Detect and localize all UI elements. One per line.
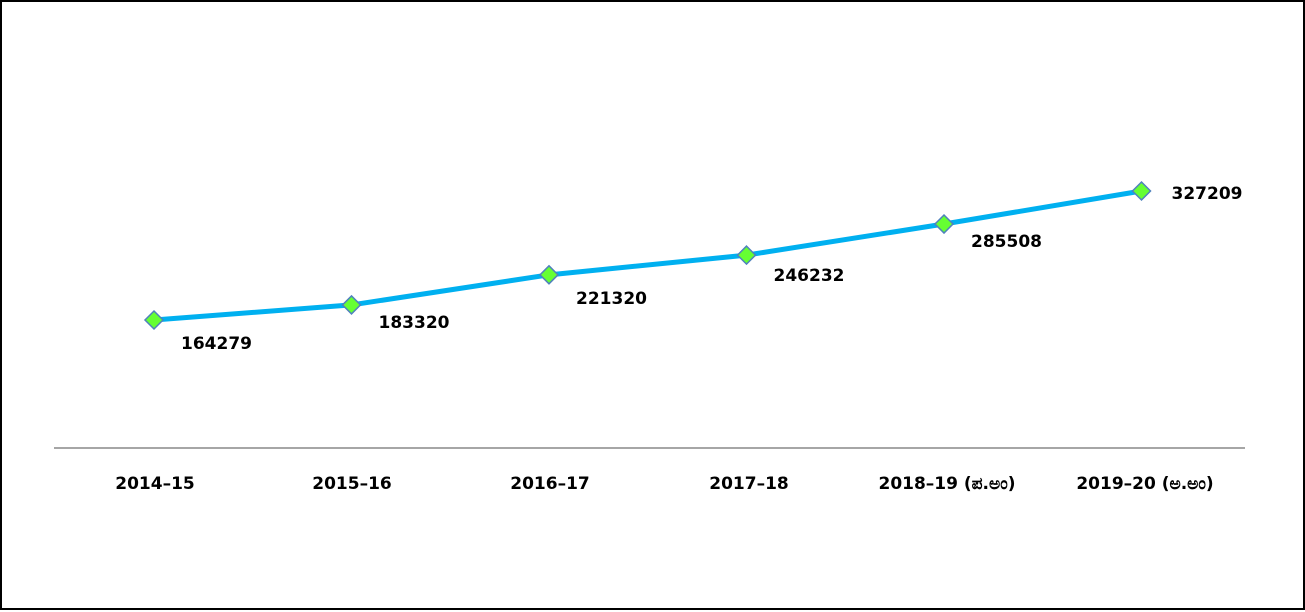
data-point-marker bbox=[933, 213, 955, 235]
data-point-marker bbox=[736, 245, 757, 266]
data-label: 221320 bbox=[576, 289, 647, 309]
x-tick-label: 2017–18 bbox=[709, 474, 788, 494]
data-point-marker bbox=[1131, 180, 1152, 202]
x-tick-label-group: 2014–15 2015–16 2016–17 2017–18 2018–19 (ಪ.ಅ… bbox=[115, 474, 1213, 494]
data-point-marker bbox=[143, 309, 165, 331]
data-point-marker bbox=[538, 264, 560, 285]
data-label-group: 164279 183320 221320 246232 285508 327209 bbox=[181, 184, 1242, 354]
x-tick-label: 2016–17 bbox=[510, 474, 589, 494]
data-label: 246232 bbox=[774, 266, 845, 286]
data-label: 164279 bbox=[181, 334, 252, 354]
x-tick-label: 2014–15 bbox=[115, 474, 194, 494]
data-label: 183320 bbox=[379, 313, 450, 333]
data-label: 285508 bbox=[971, 232, 1042, 252]
marker-group bbox=[143, 180, 1152, 331]
series-line bbox=[153, 188, 1142, 323]
data-label: 327209 bbox=[1172, 184, 1243, 204]
data-point-marker bbox=[341, 294, 362, 315]
x-tick-label: 2019–20 (ಅ.ಅಂ) bbox=[1076, 474, 1213, 494]
x-tick-label: 2015–16 bbox=[312, 474, 391, 494]
x-tick-label: 2018–19 (ಪ.ಅಂ) bbox=[878, 474, 1015, 494]
